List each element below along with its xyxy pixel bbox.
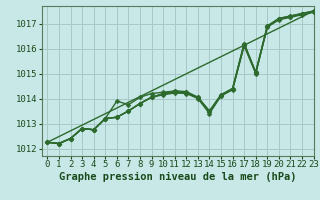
X-axis label: Graphe pression niveau de la mer (hPa): Graphe pression niveau de la mer (hPa) xyxy=(59,172,296,182)
